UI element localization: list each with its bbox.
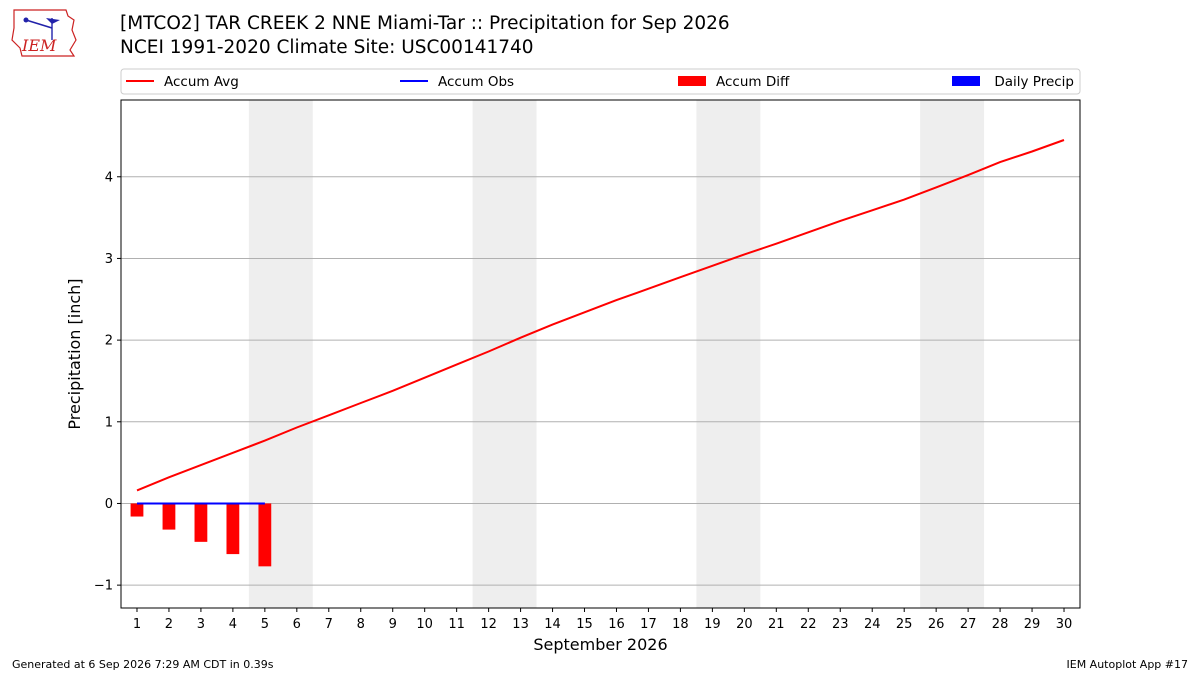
accum-avg-line [136, 139, 1065, 492]
legend-label: Accum Avg [164, 74, 239, 90]
y-axis-label: Precipitation [inch] [65, 278, 84, 429]
y-tick-label: 3 [105, 252, 113, 267]
y-tick-label: 0 [105, 497, 113, 512]
legend-label: Accum Obs [438, 74, 514, 90]
x-tick-label: 27 [960, 617, 977, 632]
x-tick-label: 28 [992, 617, 1009, 632]
accum-diff-bar [162, 503, 176, 530]
x-tick-label: 2 [165, 617, 173, 632]
accum-diff-bar [226, 503, 240, 555]
legend-box [120, 68, 1081, 95]
x-tick-label: 21 [768, 617, 785, 632]
axes-frame [120, 99, 1081, 609]
x-tick-label: 12 [480, 617, 497, 632]
y-tick-label: 2 [105, 334, 113, 349]
x-tick-label: 14 [544, 617, 561, 632]
x-axis-label: September 2026 [533, 635, 667, 654]
x-tick-label: 9 [389, 617, 397, 632]
x-tick-label: 16 [608, 617, 625, 632]
x-tick-label: 17 [640, 617, 657, 632]
title-line-1: [MTCO2] TAR CREEK 2 NNE Miami-Tar :: Pre… [120, 13, 730, 34]
chart-title: [MTCO2] TAR CREEK 2 NNE Miami-Tar :: Pre… [120, 12, 730, 60]
x-tick-label: 3 [197, 617, 205, 632]
legend: Accum Avg Accum Obs Accum Diff Daily Precip [120, 68, 1081, 95]
logo-text: IEM [21, 36, 57, 55]
legend-bar-swatch [952, 76, 980, 86]
x-tick-label: 23 [832, 617, 849, 632]
y-tick-label: 4 [105, 170, 113, 185]
x-tick-label: 11 [448, 617, 465, 632]
x-tick-label: 15 [576, 617, 593, 632]
x-tick-label: 5 [261, 617, 269, 632]
iem-logo-graphic: IEM [11, 9, 77, 57]
accum-diff-bar [130, 503, 144, 517]
y-tick-label: 1 [105, 415, 113, 430]
title-line-2: NCEI 1991-2020 Climate Site: USC00141740 [120, 37, 534, 58]
accum-diff-bar [258, 503, 272, 567]
x-tick-label: 10 [416, 617, 433, 632]
x-tick-label: 13 [512, 617, 529, 632]
generated-timestamp: Generated at 6 Sep 2026 7:29 AM CDT in 0… [12, 658, 274, 671]
x-tick-label: 30 [1056, 617, 1073, 632]
x-tick-label: 4 [229, 617, 237, 632]
x-tick-label: 18 [672, 617, 689, 632]
accum-diff-bar [194, 503, 208, 542]
x-tick-label: 22 [800, 617, 817, 632]
app-credit: IEM Autoplot App #17 [1066, 658, 1189, 671]
x-tick-label: 29 [1024, 617, 1041, 632]
legend-bar-swatch [678, 76, 706, 86]
x-tick-label: 24 [864, 617, 881, 632]
x-tick-label: 7 [325, 617, 333, 632]
legend-label: Accum Diff [716, 74, 790, 90]
iem-logo: IEM [8, 6, 78, 58]
weekend-shade-band [696, 100, 761, 608]
legend-label: Daily Precip [994, 74, 1074, 90]
x-tick-label: 25 [896, 617, 913, 632]
x-tick-label: 20 [736, 617, 753, 632]
y-tick-label: −1 [94, 579, 113, 594]
x-tick-label: 19 [704, 617, 721, 632]
x-tick-label: 8 [357, 617, 365, 632]
x-tick-label: 1 [133, 617, 141, 632]
weekend-shade-band [920, 100, 985, 608]
x-tick-label: 6 [293, 617, 301, 632]
x-tick-label: 26 [928, 617, 945, 632]
